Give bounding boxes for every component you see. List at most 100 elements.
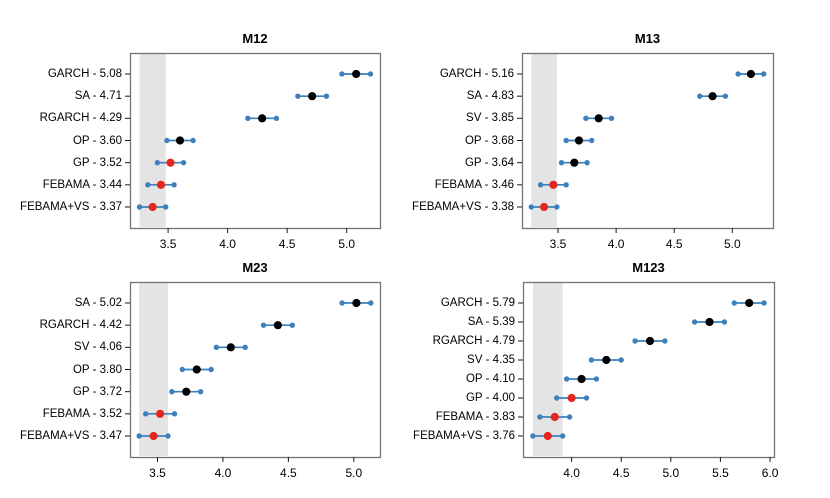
interval-endpoint-dot — [563, 182, 569, 188]
y-axis-label: RGARCH - 4.42 — [39, 319, 122, 332]
y-axis-label: GP - 4.00 — [465, 392, 515, 404]
y-axis-label: GP - 3.72 — [72, 385, 122, 398]
interval-endpoint-dot — [295, 93, 301, 99]
point-estimate-dot — [226, 343, 235, 352]
x-tick-label: 3.5 — [159, 237, 177, 251]
reference-band — [532, 283, 563, 456]
interval-endpoint-dot — [662, 338, 668, 344]
point-estimate-dot — [570, 158, 579, 167]
x-tick-label: 4.5 — [665, 237, 683, 251]
interval-endpoint-dot — [165, 433, 171, 439]
y-axis-label: OP - 3.68 — [464, 134, 514, 147]
interval-endpoint-dot — [632, 338, 638, 344]
interval-endpoint-dot — [583, 395, 590, 401]
y-axis-label: SV - 3.85 — [466, 112, 514, 125]
plot-box — [129, 52, 382, 230]
x-tick-label: 4.5 — [278, 237, 296, 251]
interval-endpoint-dot — [368, 300, 374, 306]
point-estimate-dot — [182, 387, 191, 396]
interval-endpoint-dot — [528, 204, 534, 210]
point-estimate-dot — [352, 69, 361, 79]
interval-endpoint-dot — [566, 414, 573, 420]
x-tick-label: 4.0 — [214, 466, 232, 480]
interval-endpoint-dot — [273, 115, 280, 122]
interval-endpoint-dot — [245, 115, 251, 122]
x-tick-label: 3.5 — [549, 237, 567, 251]
interval-endpoint-dot — [761, 300, 767, 306]
point-estimate-dot — [192, 365, 201, 374]
point-estimate-dot — [539, 202, 549, 212]
plot-box — [129, 281, 382, 459]
interval-endpoint-dot — [761, 71, 767, 77]
interval-endpoint-dot — [588, 357, 595, 363]
interval-endpoint-dot — [691, 319, 698, 325]
y-axis-label: GP - 3.64 — [464, 156, 514, 169]
point-estimate-dot — [258, 114, 267, 123]
y-axis-label: SA - 5.02 — [74, 297, 122, 309]
point-estimate-dot — [156, 180, 166, 189]
y-axis-label: SA - 4.71 — [74, 90, 122, 103]
interval-endpoint-dot — [260, 322, 267, 328]
interval-endpoint-dot — [559, 433, 566, 439]
plot-box — [521, 52, 775, 230]
y-axis-label: GP - 3.52 — [72, 156, 122, 169]
interval-endpoint-dot — [735, 71, 741, 77]
y-axis-label: OP - 3.60 — [72, 134, 122, 147]
interval-endpoint-dot — [190, 137, 196, 144]
interval-endpoint-dot — [583, 115, 589, 122]
point-estimate-dot — [705, 317, 714, 327]
interval-endpoint-dot — [169, 388, 175, 395]
y-axis-label: FEBAMA+VS - 3.47 — [20, 430, 122, 442]
point-estimate-dot — [148, 202, 157, 212]
interval-endpoint-dot — [563, 376, 570, 382]
point-estimate-dot — [308, 92, 317, 101]
y-axis-label: OP - 4.10 — [465, 373, 515, 385]
interval-endpoint-dot — [242, 344, 248, 351]
y-axis-label: GARCH - 5.16 — [439, 68, 514, 80]
interval-endpoint-dot — [618, 357, 624, 363]
interval-endpoint-dot — [164, 137, 170, 144]
interval-endpoint-dot — [589, 137, 595, 144]
point-estimate-dot — [645, 336, 655, 346]
y-axis-label: FEBAMA+VS - 3.76 — [413, 430, 515, 442]
point-estimate-dot — [149, 431, 158, 441]
point-estimate-dot — [574, 136, 584, 145]
point-estimate-dot — [746, 69, 756, 79]
point-estimate-dot — [745, 298, 754, 308]
y-axis-label: RGARCH - 4.29 — [39, 112, 122, 125]
interval-endpoint-dot — [213, 344, 220, 351]
x-tick-label: 6.0 — [761, 466, 779, 480]
interval-endpoint-dot — [136, 204, 143, 210]
interval-endpoint-dot — [558, 159, 565, 166]
point-estimate-dot — [156, 409, 165, 418]
y-axis-label: SV - 4.35 — [467, 354, 515, 366]
x-tick-label: 5.0 — [723, 237, 741, 251]
y-axis-label: OP - 3.80 — [72, 363, 122, 376]
interval-endpoint-dot — [537, 182, 544, 188]
point-estimate-dot — [175, 136, 185, 145]
x-tick-label: 4.5 — [280, 466, 297, 480]
point-estimate-dot — [166, 158, 175, 167]
y-axis-label: FEBAMA+VS - 3.38 — [412, 201, 514, 213]
y-axis-label: RGARCH - 4.79 — [432, 335, 515, 347]
interval-endpoint-dot — [367, 71, 374, 77]
interval-endpoint-dot — [731, 300, 738, 306]
x-tick-label: 4.0 — [219, 237, 236, 251]
interval-endpoint-dot — [721, 319, 728, 325]
x-tick-label: 3.5 — [149, 466, 166, 480]
panel-title: M123 — [632, 260, 665, 275]
point-estimate-dot — [543, 431, 552, 441]
y-axis-label: FEBAMA - 3.83 — [435, 411, 515, 423]
x-tick-label: 4.0 — [563, 466, 580, 480]
point-estimate-dot — [549, 180, 558, 189]
y-axis-label: GARCH - 5.79 — [440, 297, 515, 309]
x-tick-label: 5.5 — [712, 466, 729, 480]
panel-title: M13 — [634, 31, 661, 46]
interval-endpoint-dot — [608, 115, 615, 122]
point-estimate-dot — [708, 92, 717, 101]
point-estimate-dot — [602, 355, 611, 365]
interval-endpoint-dot — [563, 137, 569, 144]
interval-endpoint-dot — [537, 414, 543, 420]
y-axis-label: FEBAMA - 3.44 — [42, 178, 122, 191]
